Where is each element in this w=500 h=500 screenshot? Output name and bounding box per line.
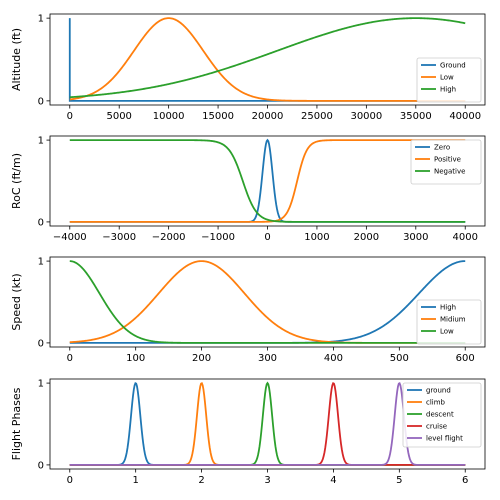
- legend-entry: descent: [426, 411, 454, 419]
- legend-box: [402, 382, 482, 448]
- series-line-positive: [69, 139, 466, 223]
- legend-entry: Zero: [434, 144, 450, 152]
- x-tick-label: 100: [126, 353, 145, 364]
- legend-box: [416, 57, 482, 103]
- y-tick-label: 0: [38, 460, 44, 471]
- x-tick-label: 400: [324, 353, 343, 364]
- y-tick-label: 0: [38, 96, 44, 107]
- legend-entry: ground: [426, 387, 451, 395]
- x-tick-label: 5: [396, 475, 402, 486]
- x-tick-label: −3000: [102, 232, 136, 243]
- legend-entry: Low: [440, 74, 454, 82]
- subplot-4: 0 1 2 3 4 5 6 0 1 Flight Phases ground climb descent…: [10, 379, 486, 486]
- x-tick-label: 25000: [301, 111, 333, 122]
- subplot-2: −4000 −3000 −2000 −1000 0 1000 2000 3000 4000 0 1 R…: [10, 136, 486, 243]
- y-axis-label: Speed (kt): [10, 273, 23, 330]
- legend-box: [416, 299, 482, 345]
- x-tick-label: 35000: [400, 111, 432, 122]
- x-tick-label: 0: [67, 353, 73, 364]
- x-tick-label: 40000: [449, 111, 481, 122]
- subplot-1: 0 5000 10000 15000 20000 25000 30000 35000 40000…: [10, 13, 486, 122]
- x-tick-label: 5000: [106, 111, 131, 122]
- x-tick-label: 4000: [453, 232, 478, 243]
- series-line-low: [69, 17, 466, 102]
- y-tick-label: 0: [38, 217, 44, 228]
- legend: High Midium Low: [416, 299, 482, 345]
- x-tick-label: 1: [132, 475, 138, 486]
- series-line-high: [69, 260, 466, 344]
- x-tick-label: 0: [67, 475, 73, 486]
- x-tick-label: 200: [192, 353, 211, 364]
- series-line-zero: [69, 138, 466, 223]
- y-tick-label: 1: [38, 136, 44, 147]
- x-tick-label: −1000: [201, 232, 235, 243]
- y-tick-label: 1: [38, 257, 44, 268]
- series-line-low: [69, 260, 466, 344]
- x-tick-label: 2: [198, 475, 204, 486]
- legend-entry: High: [440, 86, 456, 94]
- subplot-3: 0 100 200 300 400 500 600 0 1 Speed (kt) High Midiu…: [10, 257, 486, 364]
- x-tick-label: 30000: [350, 111, 382, 122]
- legend-entry: Midium: [440, 316, 466, 324]
- x-tick-label: 3000: [403, 232, 428, 243]
- legend: Ground Low High: [416, 57, 482, 103]
- x-tick-label: 3: [264, 475, 270, 486]
- y-axis-label: Flight Phases: [10, 387, 23, 460]
- y-axis-label: RoC (ft/m): [10, 153, 23, 209]
- y-tick-label: 0: [38, 338, 44, 349]
- x-tick-label: −4000: [53, 232, 87, 243]
- series-line-high: [69, 17, 466, 99]
- x-tick-label: 4: [330, 475, 336, 486]
- legend: Zero Positive Negative: [410, 139, 482, 185]
- x-tick-label: 10000: [153, 111, 185, 122]
- x-tick-label: 1000: [304, 232, 329, 243]
- legend-entry: Positive: [434, 156, 461, 164]
- legend-entry: Negative: [434, 168, 465, 176]
- legend-entry: cruise: [426, 423, 447, 431]
- y-tick-label: 1: [38, 14, 44, 25]
- legend-entry: climb: [426, 399, 446, 407]
- x-tick-label: 0: [67, 111, 73, 122]
- x-tick-label: 6: [462, 475, 468, 486]
- legend-entry: Ground: [440, 62, 466, 70]
- series-line-midium: [69, 260, 466, 344]
- x-tick-label: −2000: [152, 232, 186, 243]
- series-line-negative: [69, 139, 466, 223]
- x-tick-label: 300: [258, 353, 277, 364]
- x-tick-label: 15000: [202, 111, 234, 122]
- legend-entry: Low: [440, 328, 454, 336]
- series-line-ground: [68, 18, 466, 102]
- y-tick-label: 1: [38, 379, 44, 390]
- x-tick-label: 20000: [252, 111, 284, 122]
- x-tick-label: 0: [264, 232, 270, 243]
- series-line-level-flight: [69, 381, 466, 466]
- y-axis-label: Altitude (ft): [10, 28, 23, 91]
- x-tick-label: 600: [456, 353, 475, 364]
- legend-entry: High: [440, 304, 456, 312]
- x-tick-label: 2000: [354, 232, 379, 243]
- legend-entry: level flight: [426, 435, 463, 443]
- legend-box: [410, 139, 482, 185]
- x-tick-label: 500: [390, 353, 409, 364]
- legend: ground climb descent cruise level flight: [402, 382, 482, 448]
